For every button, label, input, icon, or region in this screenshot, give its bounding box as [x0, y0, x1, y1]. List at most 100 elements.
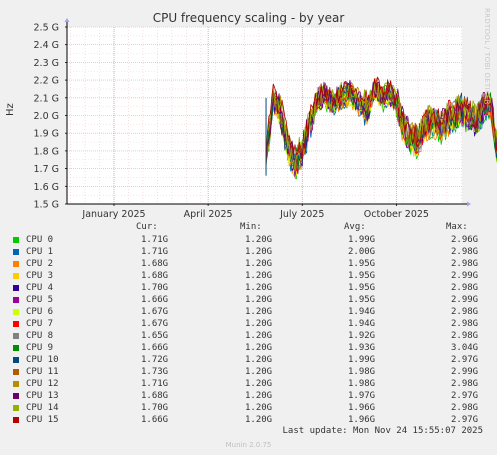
legend-avg: 1.99G [348, 355, 376, 365]
x-tick-label: July 2025 [279, 209, 324, 220]
header-max: Max: [446, 222, 468, 232]
legend-row: CPU 5 1.66G 1.20G 1.95G 2.99G [0, 295, 497, 306]
legend-row: CPU 10 1.72G 1.20G 1.99G 2.97G [0, 355, 497, 366]
legend-cur: 1.67G [141, 307, 169, 317]
legend-name: CPU 1 [26, 247, 54, 257]
legend-name: CPU 15 [26, 415, 59, 425]
y-tick-label: 1.9 G [34, 129, 60, 140]
legend-name: CPU 8 [26, 331, 54, 341]
y-tick-label: 1.7 G [34, 164, 60, 175]
legend-swatch [13, 237, 19, 243]
legend-name: CPU 11 [26, 367, 59, 377]
series-line-cpu-12 [265, 80, 497, 159]
legend-min: 1.20G [245, 391, 273, 401]
legend-min: 1.20G [245, 271, 273, 281]
legend-min: 1.20G [245, 403, 273, 413]
header-avg: Avg: [344, 222, 366, 232]
legend-name: CPU 12 [26, 379, 59, 389]
legend-max: 2.98G [451, 319, 479, 329]
legend-swatch [13, 405, 19, 411]
legend-name: CPU 9 [26, 343, 54, 353]
legend-row: CPU 2 1.68G 1.20G 1.95G 2.98G [0, 259, 497, 270]
legend-cur: 1.67G [141, 319, 169, 329]
legend-name: CPU 13 [26, 391, 59, 401]
legend-avg: 1.96G [348, 403, 376, 413]
legend-cur: 1.68G [141, 259, 169, 269]
legend-max: 2.98G [451, 259, 479, 269]
y-axis-label: Hz [5, 103, 16, 116]
legend-row: CPU 11 1.73G 1.20G 1.98G 2.99G [0, 367, 497, 378]
legend-cur: 1.73G [141, 367, 169, 377]
legend-name: CPU 6 [26, 307, 54, 317]
legend-min: 1.20G [245, 235, 273, 245]
header-min: Min: [240, 222, 262, 232]
legend-cur: 1.66G [141, 343, 169, 353]
legend-avg: 1.96G [348, 415, 376, 425]
legend-max: 2.98G [451, 307, 479, 317]
legend-max: 2.98G [451, 379, 479, 389]
y-tick-label: 1.6 G [34, 182, 60, 193]
legend-min: 1.20G [245, 355, 273, 365]
legend-row: CPU 0 1.71G 1.20G 1.99G 2.96G [0, 235, 497, 246]
legend-swatch [13, 417, 19, 423]
legend-max: 2.97G [451, 391, 479, 401]
legend-cur: 1.65G [141, 331, 169, 341]
legend-cur: 1.70G [141, 283, 169, 293]
legend-swatch [13, 297, 19, 303]
x-tick-label: January 2025 [81, 209, 145, 220]
legend-avg: 1.94G [348, 307, 376, 317]
legend-min: 1.20G [245, 319, 273, 329]
legend-swatch [13, 249, 19, 255]
legend-swatch [13, 333, 19, 339]
x-tick-label: April 2025 [184, 209, 233, 220]
y-tick-label: 1.5 G [34, 200, 60, 211]
legend-row: CPU 8 1.65G 1.20G 1.92G 2.98G [0, 331, 497, 342]
legend-max: 2.99G [451, 367, 479, 377]
legend-max: 2.98G [451, 331, 479, 341]
legend-max: 2.98G [451, 283, 479, 293]
legend-row: CPU 4 1.70G 1.20G 1.95G 2.98G [0, 283, 497, 294]
legend-row: CPU 6 1.67G 1.20G 1.94G 2.98G [0, 307, 497, 318]
legend-row: CPU 15 1.66G 1.20G 1.96G 2.97G [0, 415, 497, 426]
legend-max: 3.04G [451, 343, 479, 353]
legend-row: CPU 1 1.71G 1.20G 2.00G 2.98G [0, 247, 497, 258]
legend-row: CPU 14 1.70G 1.20G 1.96G 2.98G [0, 403, 497, 414]
legend-max: 2.98G [451, 247, 479, 257]
chart-area: 1.5 G 1.6 G 1.7 G 1.8 G 1.9 G 2.0 G 2.1 G 2.2 G… [34, 18, 497, 220]
legend-name: CPU 7 [26, 319, 54, 329]
legend-min: 1.20G [245, 379, 273, 389]
legend-max: 2.97G [451, 415, 479, 425]
legend-avg: 1.92G [348, 331, 376, 341]
y-tick-label: 2.2 G [34, 76, 60, 87]
legend-cur: 1.70G [141, 403, 169, 413]
legend-avg: 1.93G [348, 343, 376, 353]
legend-name: CPU 10 [26, 355, 59, 365]
munin-version: Munin 2.0.75 [225, 441, 272, 449]
last-update: Last update: Mon Nov 24 15:55:07 2025 [282, 426, 483, 436]
legend-swatch [13, 357, 19, 363]
legend-row: CPU 3 1.68G 1.20G 1.95G 2.99G [0, 271, 497, 282]
series-group [265, 76, 497, 180]
legend-name: CPU 5 [26, 295, 54, 305]
y-tick-label: 2.4 G [34, 40, 60, 51]
legend-min: 1.20G [245, 283, 273, 293]
legend-avg: 1.98G [348, 379, 376, 389]
legend-cur: 1.71G [141, 235, 169, 245]
legend-name: CPU 3 [26, 271, 54, 281]
y-tick-labels: 1.5 G 1.6 G 1.7 G 1.8 G 1.9 G 2.0 G 2.1 G 2.2 G… [34, 23, 67, 211]
legend-max: 2.98G [451, 403, 479, 413]
legend-swatch [13, 285, 19, 291]
legend-avg: 1.94G [348, 319, 376, 329]
legend-cur: 1.66G [141, 295, 169, 305]
legend-min: 1.20G [245, 295, 273, 305]
y-tick-label: 2.3 G [34, 58, 60, 69]
y-tick-label: 2.5 G [34, 23, 60, 34]
y-axis-arrow [64, 18, 70, 22]
y-tick-label: 2.1 G [34, 93, 60, 104]
x-tick-labels: January 2025 April 2025 July 2025 October 2… [81, 204, 429, 220]
legend-swatch [13, 393, 19, 399]
series-line-cpu-14 [265, 81, 497, 172]
legend-cur: 1.71G [141, 247, 169, 257]
legend-swatch [13, 273, 19, 279]
legend-swatch [13, 321, 19, 327]
